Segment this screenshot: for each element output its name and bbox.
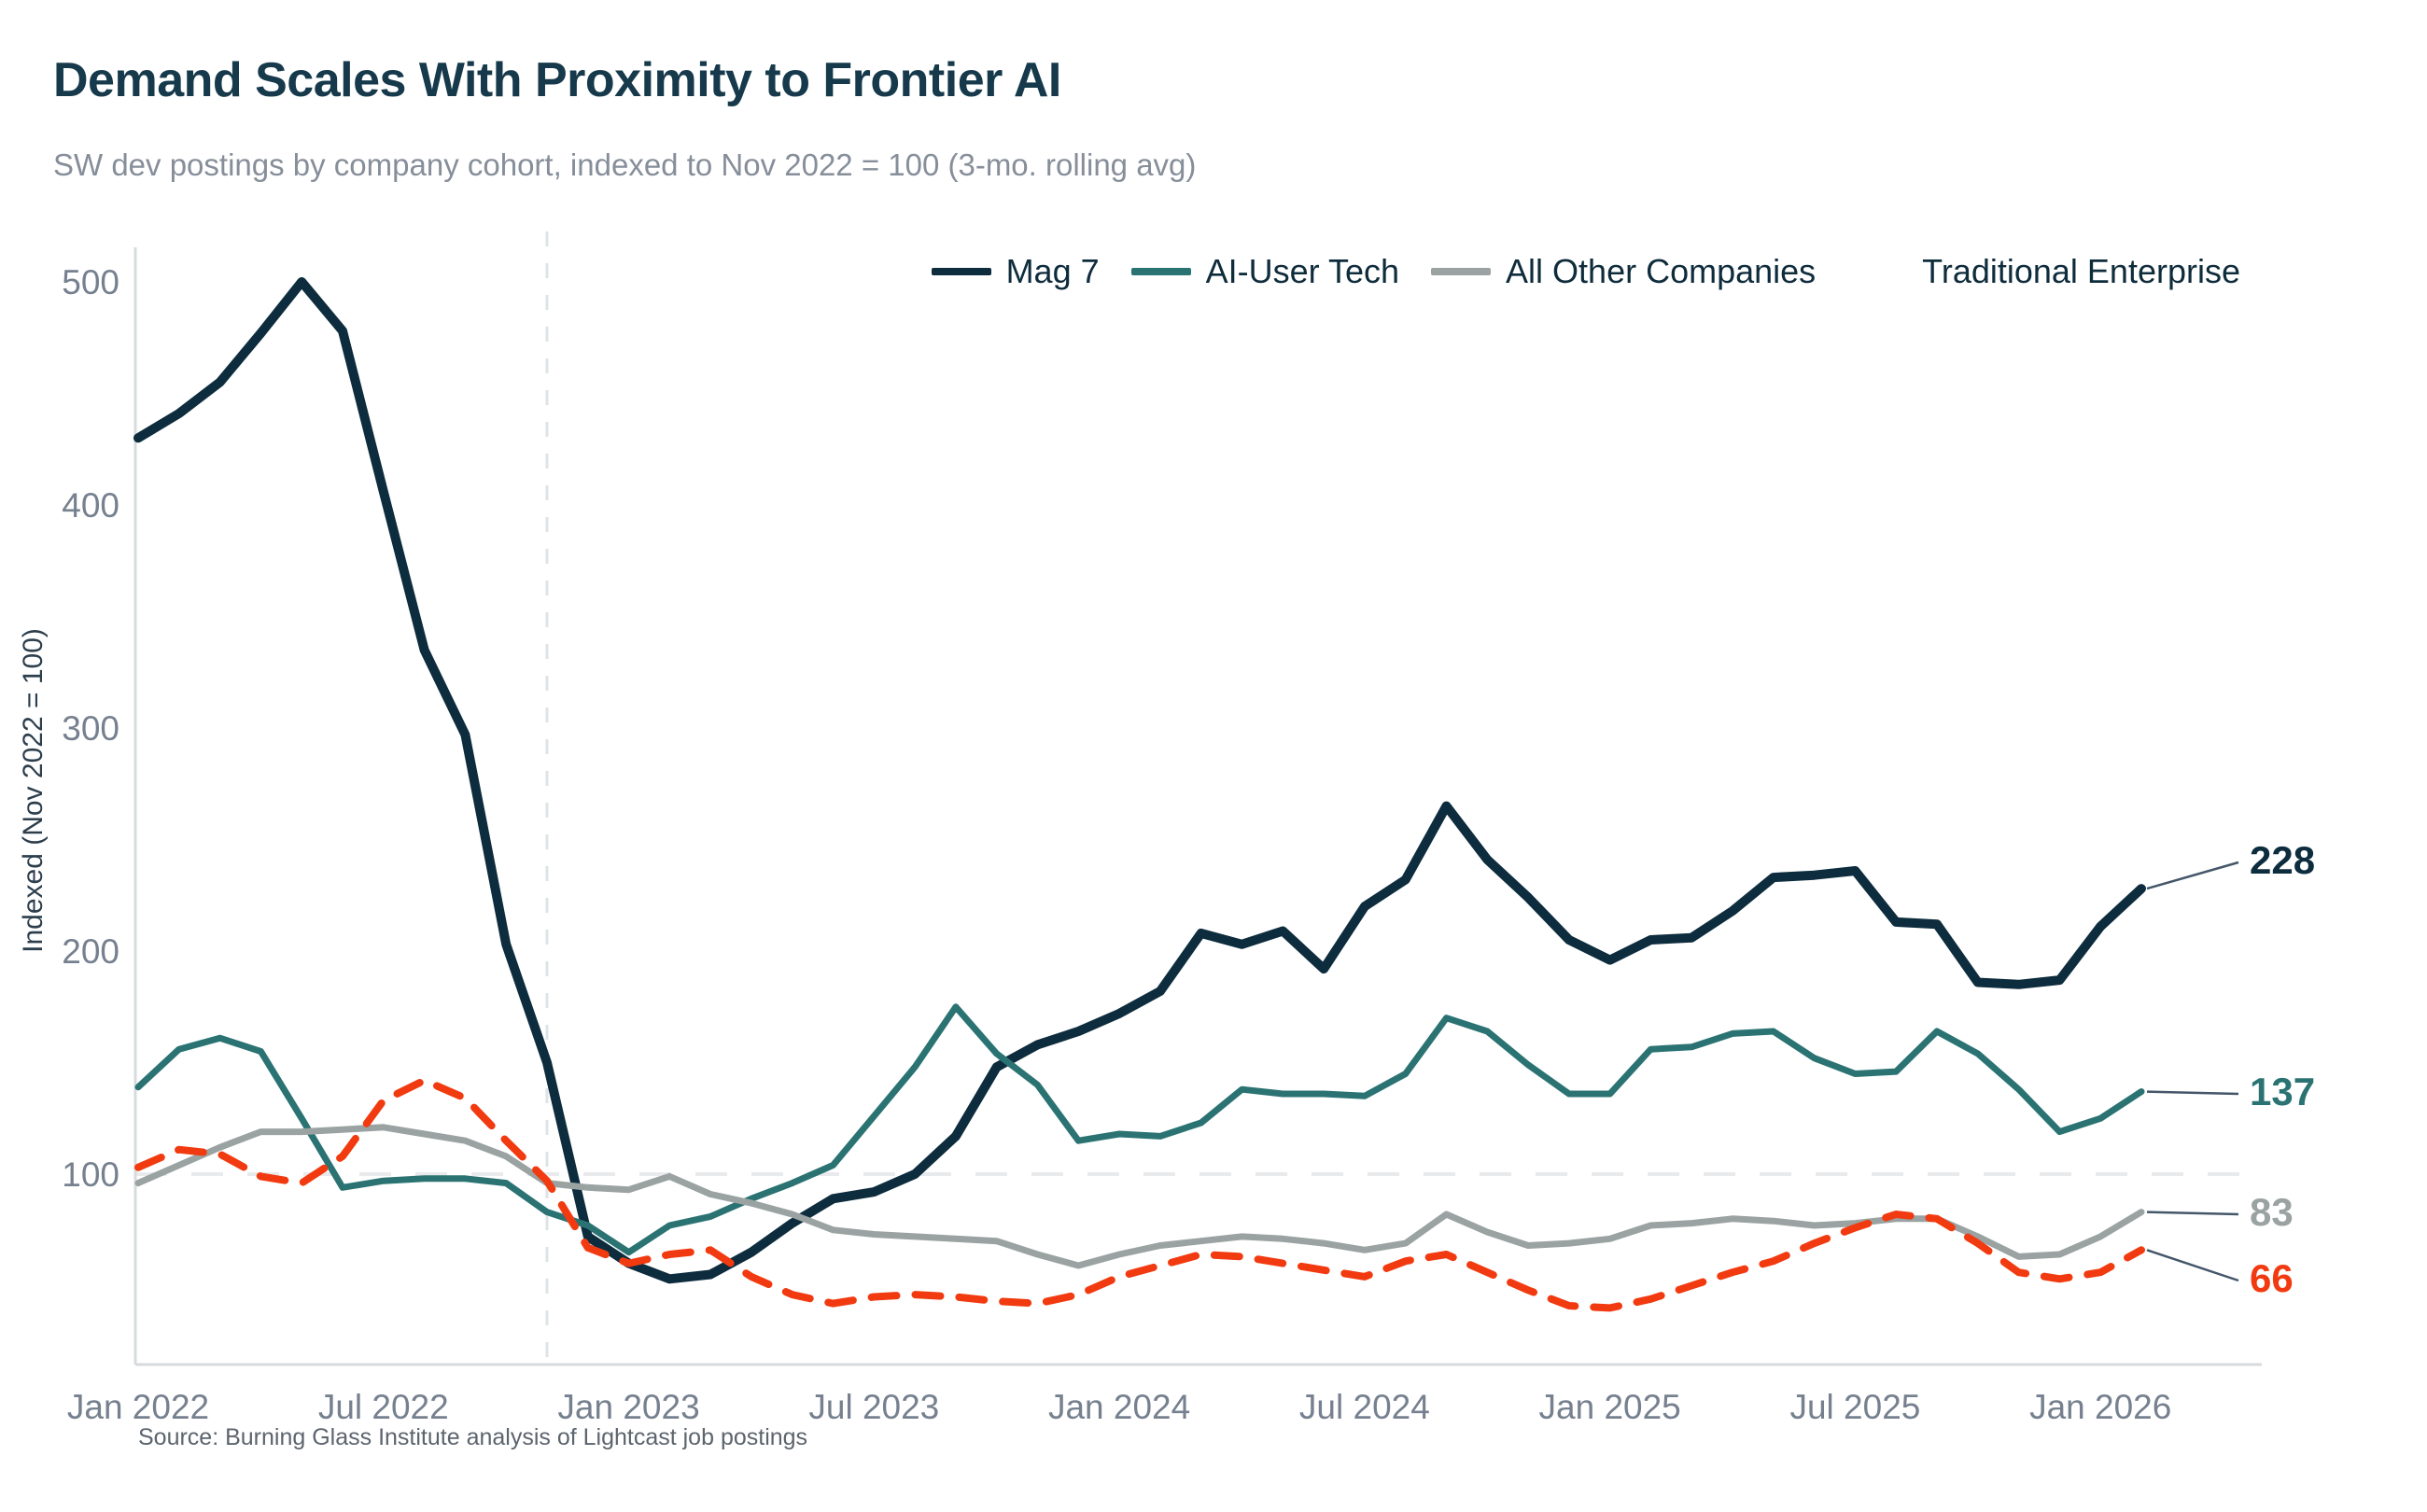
chart-subtitle: SW dev postings by company cohort, index…: [53, 147, 1197, 182]
y-tick-label: 300: [62, 709, 119, 748]
y-tick-label: 500: [62, 263, 119, 301]
line-swatch-icon: [1130, 268, 1191, 275]
end-label-leader-228: [2146, 861, 2239, 890]
series-line-mag-7: [133, 277, 2146, 1284]
x-tick-label: Jul 2024: [1299, 1388, 1430, 1426]
x-tick-label: Jan 2026: [2029, 1388, 2171, 1426]
series-line-all-other-companies: [134, 1124, 2145, 1269]
x-tick-label: Jan 2024: [1048, 1388, 1190, 1426]
legend-label: All Other Companies: [1506, 252, 1817, 290]
y-tick-label: 200: [62, 932, 119, 971]
x-tick-label: Jul 2022: [318, 1388, 449, 1426]
source-note: Source: Burning Glass Institute analysis…: [138, 1424, 808, 1450]
y-tick-label: 100: [62, 1155, 119, 1194]
y-tick-label: 400: [62, 486, 119, 525]
series-end-value-228: 228: [2250, 838, 2315, 882]
series-end-value-66: 66: [2250, 1256, 2294, 1300]
x-tick-label: Jul 2023: [808, 1388, 939, 1426]
legend-item-mag-7: Mag 7: [931, 252, 1100, 291]
legend-item-ai-user-tech: AI-User Tech: [1130, 252, 1400, 291]
series-line-ai-user-tech: [134, 1003, 2145, 1256]
page-title: Demand Scales With Proximity to Frontier…: [53, 53, 1061, 107]
series-end-value-137: 137: [2250, 1070, 2315, 1113]
legend-label: AI-User Tech: [1205, 252, 1400, 290]
x-tick-label: Jan 2023: [557, 1388, 699, 1426]
series-line-traditional-enterprise: [134, 1076, 2145, 1312]
x-tick-label: Jan 2022: [67, 1388, 209, 1426]
legend-item-traditional-enterprise: Traditional Enterprise: [1847, 252, 2240, 291]
x-tick-label: Jan 2025: [1539, 1388, 1681, 1426]
chart-legend: Mag 7 AI-User Tech All Other Companies Trad…: [931, 252, 2240, 291]
series-end-value-83: 83: [2250, 1190, 2294, 1234]
line-swatch-icon: [931, 268, 991, 275]
end-label-leader-83: [2146, 1211, 2239, 1216]
x-tick-label: Jul 2025: [1789, 1388, 1920, 1426]
y-axis-title: Indexed (Nov 2022 = 100): [18, 628, 49, 953]
end-label-leader-137: [2146, 1090, 2239, 1096]
legend-label: Mag 7: [1005, 252, 1100, 290]
end-label-leader-66: [2146, 1249, 2239, 1282]
legend-label: Traditional Enterprise: [1922, 252, 2240, 290]
legend-item-all-other-companies: All Other Companies: [1431, 252, 1816, 291]
line-swatch-icon: [1431, 268, 1492, 275]
